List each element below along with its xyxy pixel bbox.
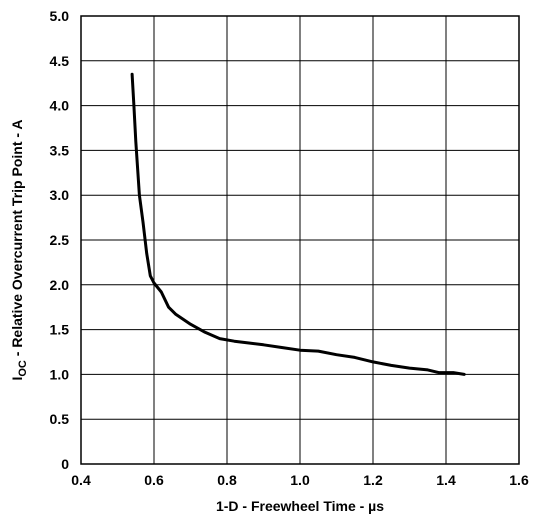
y-tick-label-7: 3.5: [50, 142, 70, 158]
y-tick-label-6: 3.0: [50, 187, 70, 203]
plot-area: [80, 15, 520, 465]
x-tick-label-1: 0.6: [144, 472, 164, 488]
y-tick-label-5: 2.5: [50, 232, 70, 248]
y-axis-label-main: I: [9, 377, 25, 381]
grid: [80, 15, 520, 465]
y-tick-label-10: 5.0: [50, 8, 70, 24]
y-tick-label-9: 4.5: [50, 53, 70, 69]
y-tick-label-4: 2.0: [50, 277, 70, 293]
y-tick-label-3: 1.5: [50, 322, 70, 338]
y-tick-label-1: 0.5: [50, 411, 70, 427]
x-tick-labels: 0.4 0.6 0.8 1.0 1.2 1.4 1.6: [71, 472, 529, 488]
y-tick-labels: 0 0.5 1.0 1.5 2.0 2.5 3.0 3.5 4.0 4.5 5.0: [50, 8, 70, 472]
x-tick-label-0: 0.4: [71, 472, 91, 488]
y-tick-label-2: 1.0: [50, 366, 70, 382]
y-tick-label-0: 0: [61, 456, 69, 472]
x-tick-label-2: 0.8: [217, 472, 237, 488]
x-axis-label: 1-D - Freewheel Time - µs: [216, 498, 384, 514]
y-axis-label-rest: - Relative Overcurrent Trip Point - A: [9, 119, 25, 360]
y-axis-label: IOC - Relative Overcurrent Trip Point - …: [9, 119, 29, 380]
x-tick-label-6: 1.6: [509, 472, 529, 488]
series-line: [130, 72, 466, 376]
y-axis-label-subscript: OC: [17, 360, 29, 377]
x-tick-label-3: 1.0: [290, 472, 310, 488]
x-tick-label-4: 1.2: [363, 472, 383, 488]
y-tick-label-8: 4.0: [50, 98, 70, 114]
x-tick-label-5: 1.4: [436, 472, 456, 488]
